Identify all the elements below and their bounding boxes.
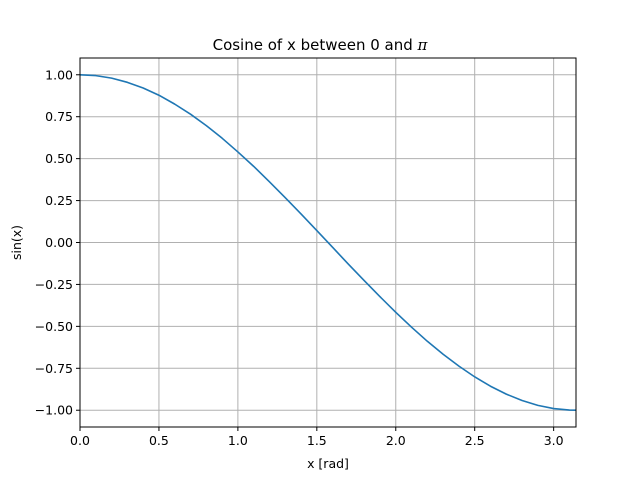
x-axis-ticks: 0.0 0.5 1.0 1.5 2.0 2.5 3.0: [70, 427, 564, 448]
y-tick-label: −1.00: [35, 403, 73, 418]
y-tick-label: 0.50: [45, 151, 73, 166]
chart-title-pi: π: [417, 36, 429, 54]
y-axis-label: sin(x): [9, 225, 24, 260]
y-tick-label: 0.25: [45, 193, 73, 208]
y-tick-label: 0.75: [45, 109, 73, 124]
x-axis-label: x [rad]: [307, 456, 349, 471]
y-tick-label: 0.00: [45, 235, 73, 250]
cosine-series-line: [79, 73, 577, 412]
x-tick-label: 1.0: [228, 433, 248, 448]
x-tick-label: 3.0: [544, 433, 564, 448]
y-tick-label: 1.00: [45, 67, 73, 82]
x-tick-label: 0.5: [149, 433, 169, 448]
x-tick-label: 2.0: [386, 433, 406, 448]
x-tick-label: 2.5: [465, 433, 485, 448]
chart-title: Cosine of x between 0 and π: [213, 36, 429, 54]
chart-title-main: Cosine of x between 0 and: [213, 36, 418, 54]
plot-frame: [79, 57, 577, 428]
y-axis-ticks: 1.00 0.75 0.50 0.25 0.00 −0.25 −0.50 −0.75 −1.00: [35, 67, 80, 418]
series: [79, 73, 577, 412]
y-tick-label: −0.25: [35, 277, 73, 292]
x-tick-label: 0.0: [70, 433, 90, 448]
x-tick-label: 1.5: [307, 433, 327, 448]
grid: [79, 58, 576, 427]
y-tick-label: −0.50: [35, 319, 73, 334]
y-tick-label: −0.75: [35, 361, 73, 376]
